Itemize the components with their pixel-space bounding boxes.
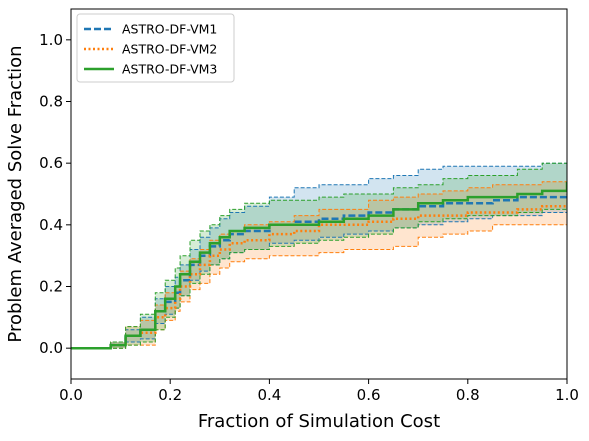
x-tick-label: 1.0 [555,386,579,404]
axes: 0.0 0.2 0.4 0.6 0.8 1.0 0.0 0.2 0.4 0.6 0.8 1.0 Frac… [5,8,579,432]
y-tick-label: 0.8 [39,93,63,111]
x-tick-label: 0.6 [357,386,381,404]
band-lower-edge-3 [71,203,567,349]
legend-label-2: ASTRO-DF-VM2 [122,42,217,57]
x-axis-title: Fraction of Simulation Cost [198,411,440,432]
x-tick-label: 0.4 [257,386,281,404]
legend: ASTRO-DF-VM1 ASTRO-DF-VM2 ASTRO-DF-VM3 [76,13,235,83]
y-tick-label: 0.6 [39,154,63,172]
confidence-band-1 [71,163,567,349]
band-upper-edge-3 [71,153,567,349]
plot-content [71,153,567,350]
legend-box [76,13,235,83]
axes-frame [70,8,568,380]
y-tick-label: 0.0 [39,339,63,357]
x-tick-label: 0.8 [456,386,480,404]
x-tick-label: 0.2 [158,386,182,404]
legend-label-3: ASTRO-DF-VM3 [122,62,217,77]
y-tick-label: 1.0 [39,31,63,49]
y-tick-label: 0.4 [39,216,63,234]
legend-label-1: ASTRO-DF-VM1 [122,22,217,37]
plot-area [71,153,567,350]
y-tick-label: 0.2 [39,278,63,296]
series-line-2 [71,205,567,350]
x-tick-label: 0.0 [59,386,83,404]
series-line-3 [71,181,567,350]
y-axis-title: Problem Averaged Solve Fraction [5,45,26,342]
